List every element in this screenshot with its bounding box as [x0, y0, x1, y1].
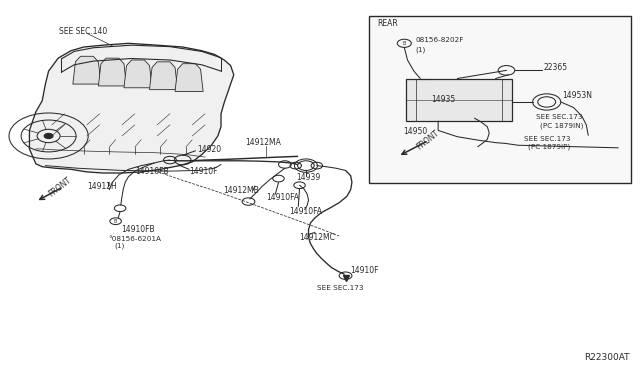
Text: SEE SEC.173: SEE SEC.173	[317, 285, 364, 291]
Polygon shape	[150, 62, 177, 90]
Polygon shape	[73, 56, 101, 84]
Text: 14920: 14920	[196, 145, 221, 154]
Text: 14910F: 14910F	[351, 266, 379, 275]
Text: 14939: 14939	[296, 173, 321, 182]
Text: 14912H: 14912H	[87, 182, 116, 191]
Text: SEE SEC.140: SEE SEC.140	[60, 26, 108, 36]
Text: 14953N: 14953N	[563, 91, 593, 100]
Bar	[369, 16, 631, 183]
Text: (PC 1879IN): (PC 1879IN)	[540, 122, 584, 129]
Polygon shape	[124, 60, 152, 88]
Text: REAR: REAR	[377, 19, 397, 28]
Text: (1): (1)	[115, 242, 125, 248]
Text: 14910FA: 14910FA	[289, 207, 323, 216]
Text: 14910FB: 14910FB	[121, 225, 154, 234]
Text: °08156-6201A: °08156-6201A	[108, 235, 161, 242]
Text: 14910FA: 14910FA	[266, 193, 299, 202]
Text: 14910FB: 14910FB	[135, 167, 168, 176]
Text: B: B	[403, 41, 406, 46]
Text: (1): (1)	[416, 47, 426, 53]
Polygon shape	[175, 64, 203, 92]
Text: (PC 1879IP): (PC 1879IP)	[527, 144, 570, 150]
Text: 14912MB: 14912MB	[223, 186, 259, 195]
Text: R22300AT: R22300AT	[584, 353, 630, 362]
Text: SEE SEC.173: SEE SEC.173	[536, 114, 583, 120]
Text: 14935: 14935	[431, 95, 455, 104]
Text: FRONT: FRONT	[47, 175, 73, 198]
Text: 14912MA: 14912MA	[245, 138, 281, 147]
Polygon shape	[99, 58, 127, 86]
Text: B: B	[114, 219, 117, 224]
Bar	[406, 78, 511, 121]
Text: 14912MC: 14912MC	[300, 233, 335, 243]
Circle shape	[44, 134, 53, 138]
Text: FRONT: FRONT	[415, 129, 441, 152]
Polygon shape	[29, 43, 234, 173]
Text: 14910F: 14910F	[189, 167, 218, 176]
Text: 22365: 22365	[543, 63, 568, 72]
Text: 14950: 14950	[403, 127, 428, 136]
Text: 08156-8202F: 08156-8202F	[416, 37, 464, 44]
Text: SEE SEC.173: SEE SEC.173	[524, 135, 570, 142]
